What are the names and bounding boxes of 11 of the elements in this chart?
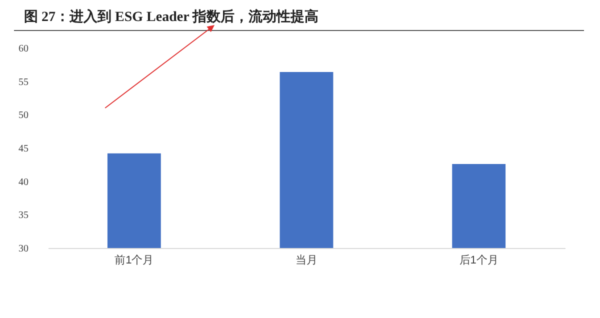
y-tick-label: 60 xyxy=(18,44,28,54)
y-tick-label: 45 xyxy=(18,144,28,154)
y-tick-label: 50 xyxy=(18,110,28,122)
y-tick-label: 35 xyxy=(18,210,28,222)
x-tick-label: 前1个月 xyxy=(114,254,154,266)
x-tick-label: 后1个月 xyxy=(459,254,498,266)
x-tick-label: 当月 xyxy=(296,254,318,266)
y-tick-label: 40 xyxy=(18,176,28,188)
chart-title: 图 27：进入到 ESG Leader 指数后，流动性提高 xyxy=(24,8,319,26)
y-tick-label: 55 xyxy=(18,76,28,88)
y-tick-label: 30 xyxy=(18,244,28,254)
